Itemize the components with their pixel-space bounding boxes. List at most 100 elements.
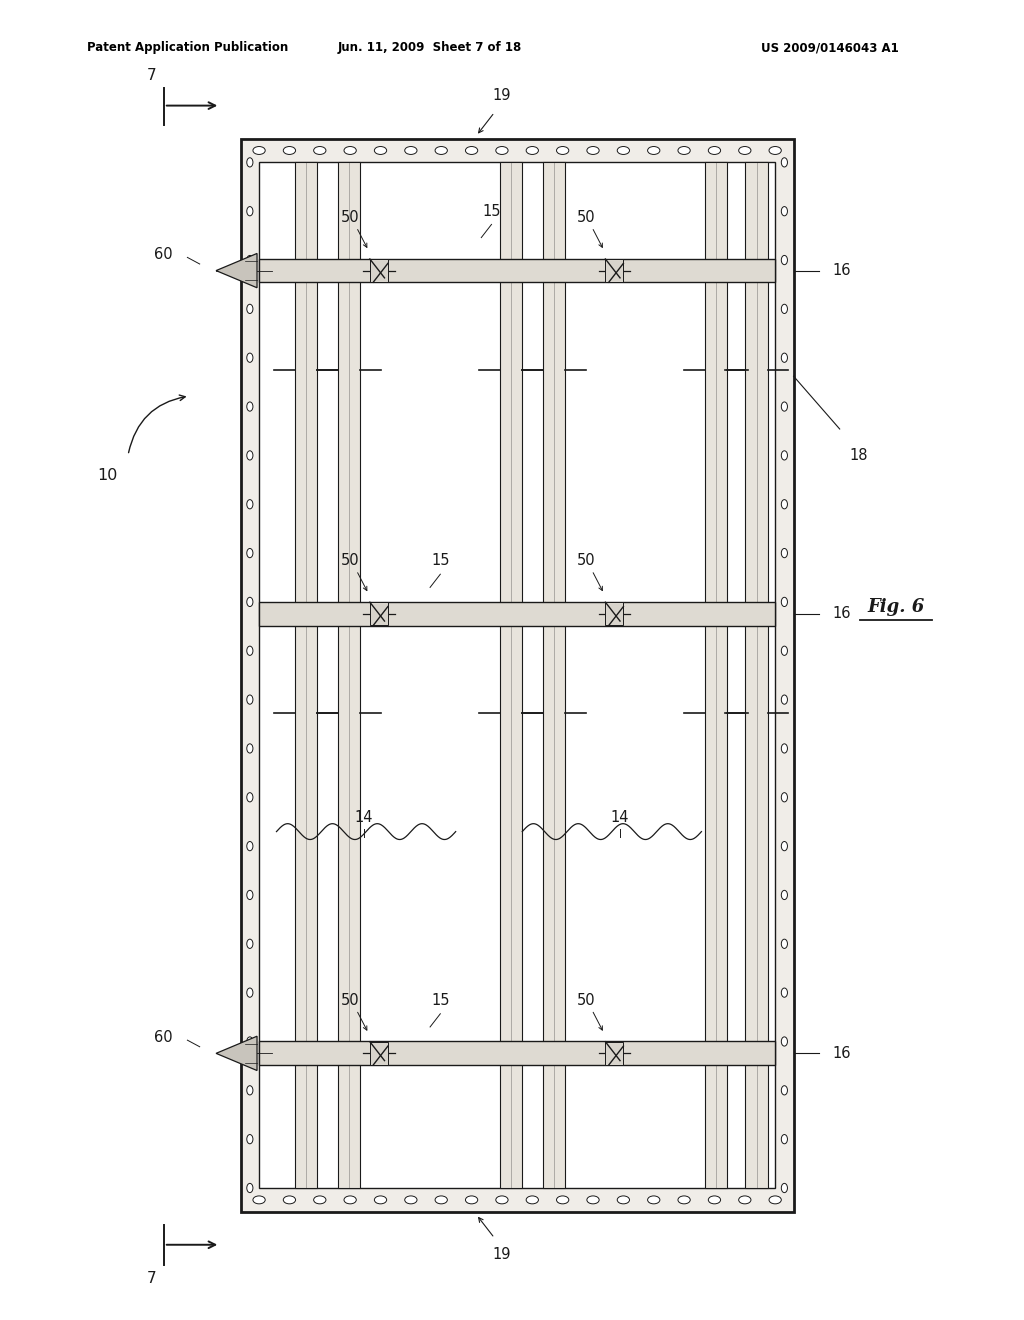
Ellipse shape (247, 401, 253, 412)
Text: 7: 7 (146, 69, 157, 83)
Ellipse shape (738, 147, 751, 154)
Ellipse shape (781, 256, 787, 264)
Text: Jun. 11, 2009  Sheet 7 of 18: Jun. 11, 2009 Sheet 7 of 18 (338, 41, 522, 54)
Ellipse shape (769, 1196, 781, 1204)
Ellipse shape (247, 305, 253, 314)
Ellipse shape (678, 147, 690, 154)
Ellipse shape (556, 1196, 568, 1204)
Ellipse shape (709, 147, 721, 154)
Bar (605, 1041, 624, 1065)
Text: 15: 15 (431, 993, 450, 1008)
Text: 15: 15 (482, 203, 501, 219)
Ellipse shape (781, 792, 787, 803)
Ellipse shape (247, 1036, 253, 1045)
Bar (338, 162, 360, 1188)
Ellipse shape (247, 500, 253, 510)
Ellipse shape (781, 157, 787, 166)
Ellipse shape (253, 1196, 265, 1204)
Text: 15: 15 (431, 553, 450, 569)
Ellipse shape (247, 694, 253, 705)
Text: 60: 60 (154, 247, 172, 263)
Text: 50: 50 (341, 210, 359, 226)
Text: 18: 18 (850, 447, 868, 463)
Ellipse shape (769, 147, 781, 154)
Text: 14: 14 (354, 810, 373, 825)
Ellipse shape (247, 842, 253, 851)
Ellipse shape (781, 842, 787, 851)
Ellipse shape (781, 354, 787, 363)
Ellipse shape (253, 147, 265, 154)
Ellipse shape (247, 890, 253, 900)
Ellipse shape (247, 743, 253, 752)
Ellipse shape (496, 1196, 508, 1204)
Ellipse shape (617, 147, 630, 154)
Text: 16: 16 (833, 606, 851, 622)
Text: Patent Application Publication: Patent Application Publication (87, 41, 289, 54)
Ellipse shape (247, 792, 253, 803)
Ellipse shape (247, 206, 253, 215)
Ellipse shape (587, 147, 599, 154)
Ellipse shape (781, 1183, 787, 1193)
Ellipse shape (284, 147, 296, 154)
Ellipse shape (284, 1196, 296, 1204)
Ellipse shape (781, 401, 787, 412)
Ellipse shape (247, 157, 253, 166)
Bar (241, 139, 794, 1212)
Text: 50: 50 (341, 553, 359, 569)
Bar (370, 259, 388, 282)
Bar (605, 602, 624, 626)
Bar (259, 1041, 775, 1065)
Text: 19: 19 (493, 88, 511, 103)
Text: 16: 16 (833, 263, 851, 279)
Ellipse shape (375, 147, 387, 154)
Ellipse shape (781, 987, 787, 998)
Ellipse shape (247, 354, 253, 363)
Ellipse shape (247, 1085, 253, 1096)
Ellipse shape (247, 1134, 253, 1143)
Ellipse shape (647, 1196, 659, 1204)
Ellipse shape (344, 1196, 356, 1204)
Ellipse shape (556, 147, 568, 154)
Bar (705, 162, 727, 1188)
Ellipse shape (738, 1196, 751, 1204)
Bar (259, 162, 775, 1188)
Ellipse shape (466, 147, 478, 154)
Ellipse shape (247, 549, 253, 557)
Ellipse shape (247, 645, 253, 656)
Ellipse shape (435, 1196, 447, 1204)
Ellipse shape (375, 1196, 387, 1204)
Ellipse shape (709, 1196, 721, 1204)
Text: 50: 50 (577, 993, 595, 1008)
Ellipse shape (404, 147, 417, 154)
Text: 14: 14 (610, 810, 629, 825)
Bar (543, 162, 565, 1188)
Ellipse shape (247, 597, 253, 607)
Ellipse shape (781, 694, 787, 705)
Ellipse shape (781, 940, 787, 948)
Ellipse shape (781, 450, 787, 461)
Ellipse shape (404, 1196, 417, 1204)
Bar (500, 162, 522, 1188)
Ellipse shape (466, 1196, 478, 1204)
Text: 16: 16 (833, 1045, 851, 1061)
Ellipse shape (587, 1196, 599, 1204)
Bar (259, 602, 775, 626)
Ellipse shape (781, 305, 787, 314)
Polygon shape (216, 253, 257, 288)
Bar (605, 259, 624, 282)
Ellipse shape (781, 549, 787, 557)
Ellipse shape (435, 147, 447, 154)
Text: 50: 50 (577, 553, 595, 569)
Text: 60: 60 (154, 1030, 172, 1045)
Ellipse shape (526, 147, 539, 154)
Ellipse shape (496, 147, 508, 154)
Bar (745, 162, 768, 1188)
Ellipse shape (781, 500, 787, 510)
Ellipse shape (781, 206, 787, 215)
Ellipse shape (678, 1196, 690, 1204)
Ellipse shape (781, 890, 787, 900)
Ellipse shape (247, 1183, 253, 1193)
Ellipse shape (247, 256, 253, 264)
Text: Fig. 6: Fig. 6 (867, 598, 925, 616)
Ellipse shape (781, 1134, 787, 1143)
